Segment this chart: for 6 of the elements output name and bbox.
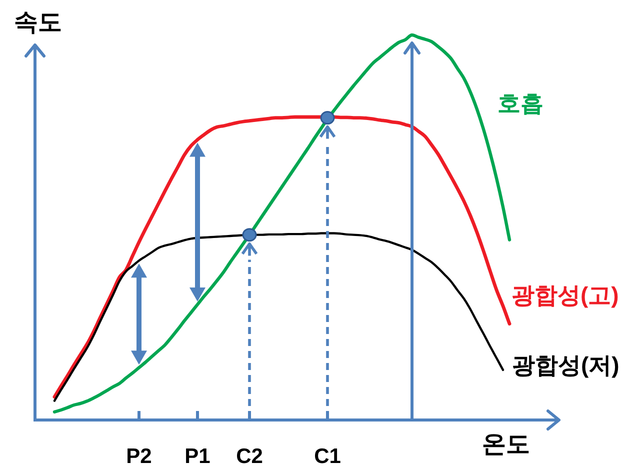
x-tick-label: C1 [314,445,341,468]
x-tick-label: P1 [184,445,210,468]
x-tick-label: P2 [126,445,152,468]
x-axis-title: 온도 [482,431,530,458]
y-axis-title: 속도 [14,9,62,36]
x-tick-label: C2 [236,445,263,468]
